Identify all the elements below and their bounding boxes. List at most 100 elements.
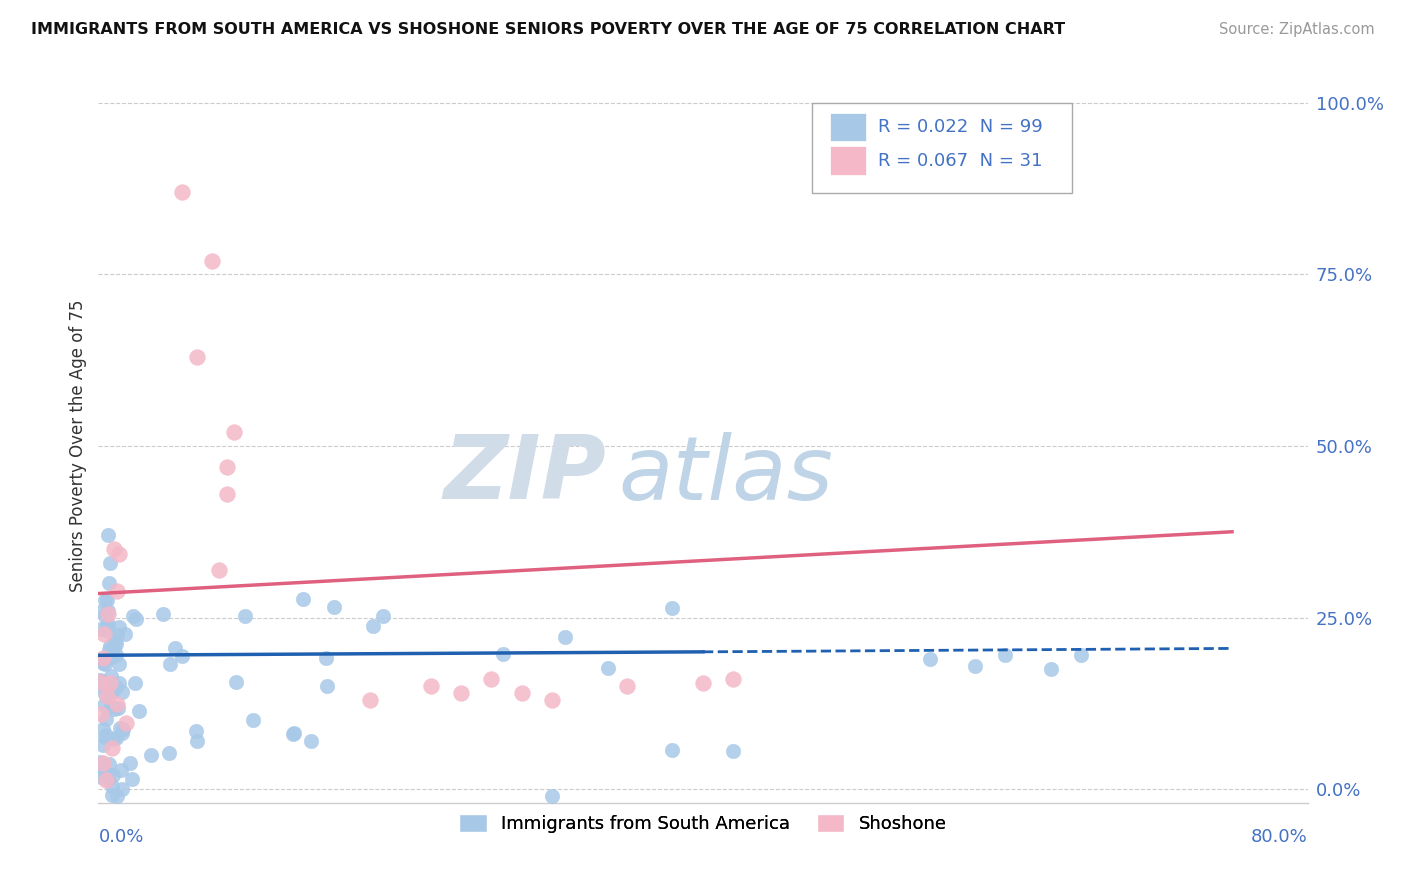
Point bbox=[89, 755, 111, 769]
Point bbox=[510, 686, 533, 700]
Point bbox=[540, 693, 562, 707]
Text: 80.0%: 80.0% bbox=[1251, 828, 1308, 846]
Point bbox=[96, 690, 118, 704]
Point bbox=[108, 548, 131, 562]
Point bbox=[100, 669, 122, 683]
Point bbox=[97, 604, 120, 618]
Point bbox=[723, 673, 745, 687]
Point bbox=[1070, 648, 1092, 663]
Text: R = 0.067  N = 31: R = 0.067 N = 31 bbox=[879, 152, 1043, 169]
Point bbox=[186, 350, 208, 364]
Point bbox=[225, 675, 247, 690]
Point bbox=[96, 593, 118, 607]
Point bbox=[186, 733, 208, 747]
Point bbox=[420, 679, 443, 693]
Text: Source: ZipAtlas.com: Source: ZipAtlas.com bbox=[1219, 22, 1375, 37]
Point bbox=[450, 686, 472, 700]
Point bbox=[100, 779, 122, 793]
Point bbox=[107, 676, 129, 690]
Point bbox=[120, 756, 142, 770]
Point bbox=[94, 593, 117, 607]
Point bbox=[105, 789, 128, 803]
Point bbox=[125, 612, 148, 626]
Point bbox=[165, 641, 187, 656]
Point bbox=[97, 756, 120, 771]
Point bbox=[371, 608, 394, 623]
Point bbox=[93, 756, 115, 771]
Point bbox=[208, 562, 231, 576]
Point bbox=[108, 657, 131, 671]
Point bbox=[89, 673, 111, 687]
Point bbox=[94, 609, 117, 624]
Point bbox=[97, 773, 120, 788]
Point bbox=[111, 722, 134, 736]
Point bbox=[105, 680, 128, 694]
Point bbox=[107, 584, 129, 599]
Point bbox=[104, 648, 127, 662]
Point bbox=[91, 679, 114, 693]
Point bbox=[97, 528, 120, 542]
Point bbox=[94, 712, 117, 726]
Point bbox=[94, 657, 117, 671]
Point bbox=[91, 650, 114, 665]
Point bbox=[114, 716, 136, 731]
Text: IMMIGRANTS FROM SOUTH AMERICA VS SHOSHONE SENIORS POVERTY OVER THE AGE OF 75 COR: IMMIGRANTS FROM SOUTH AMERICA VS SHOSHON… bbox=[31, 22, 1066, 37]
Point bbox=[661, 742, 683, 756]
Point bbox=[299, 734, 322, 748]
Point bbox=[108, 721, 131, 735]
Point bbox=[90, 673, 112, 688]
Point bbox=[91, 738, 114, 752]
Point bbox=[283, 725, 305, 739]
Point bbox=[965, 658, 987, 673]
Point bbox=[233, 609, 256, 624]
Point bbox=[201, 253, 224, 268]
Point bbox=[90, 622, 112, 636]
Point bbox=[661, 600, 683, 615]
Point bbox=[105, 698, 128, 712]
Point bbox=[90, 707, 112, 722]
Point bbox=[124, 675, 146, 690]
Point bbox=[89, 675, 111, 690]
Point bbox=[110, 763, 132, 777]
Point bbox=[93, 627, 115, 641]
FancyBboxPatch shape bbox=[830, 112, 866, 141]
Point bbox=[105, 637, 128, 651]
Point bbox=[170, 185, 193, 199]
Legend: Immigrants from South America, Shoshone: Immigrants from South America, Shoshone bbox=[453, 806, 953, 840]
Point bbox=[215, 459, 238, 474]
Point bbox=[114, 627, 136, 641]
Point bbox=[105, 628, 128, 642]
Point bbox=[361, 619, 384, 633]
Point bbox=[128, 704, 150, 718]
Point bbox=[103, 702, 125, 716]
Point bbox=[281, 727, 304, 741]
Point bbox=[100, 650, 122, 665]
Point bbox=[107, 701, 129, 715]
Text: 0.0%: 0.0% bbox=[98, 828, 143, 846]
Point bbox=[111, 685, 134, 699]
Point bbox=[994, 648, 1017, 663]
Point bbox=[616, 679, 638, 693]
Point bbox=[315, 651, 337, 665]
Point bbox=[98, 556, 121, 570]
Point bbox=[103, 541, 125, 556]
Point bbox=[121, 772, 143, 786]
Point bbox=[108, 620, 131, 634]
Point bbox=[224, 425, 246, 440]
Point bbox=[554, 630, 576, 644]
Point bbox=[96, 607, 118, 621]
Point bbox=[101, 685, 124, 699]
Point bbox=[596, 661, 619, 675]
Point bbox=[89, 768, 111, 782]
Point bbox=[97, 624, 120, 638]
Point bbox=[94, 728, 117, 742]
Point bbox=[101, 731, 124, 746]
Point bbox=[540, 789, 562, 803]
Point bbox=[104, 731, 127, 745]
Point bbox=[104, 633, 127, 648]
Point bbox=[242, 713, 264, 727]
Point bbox=[93, 687, 115, 701]
Point bbox=[692, 675, 714, 690]
Point bbox=[93, 722, 115, 736]
Point bbox=[492, 648, 515, 662]
